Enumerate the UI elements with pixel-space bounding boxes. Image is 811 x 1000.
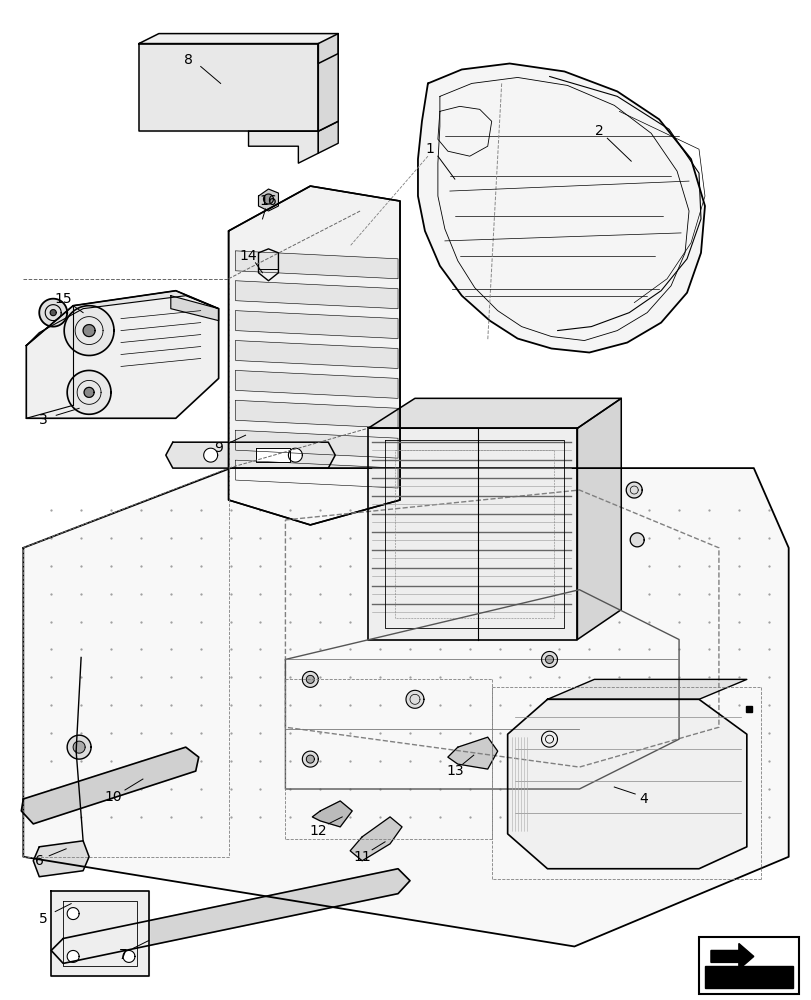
Polygon shape bbox=[704, 966, 792, 988]
Polygon shape bbox=[302, 671, 318, 687]
Polygon shape bbox=[33, 841, 89, 877]
Polygon shape bbox=[84, 387, 94, 397]
Text: 14: 14 bbox=[239, 249, 257, 263]
Text: 7: 7 bbox=[118, 948, 127, 962]
Polygon shape bbox=[288, 448, 302, 462]
Polygon shape bbox=[545, 655, 553, 663]
Text: 8: 8 bbox=[184, 53, 193, 67]
Polygon shape bbox=[625, 482, 642, 498]
Polygon shape bbox=[64, 306, 114, 355]
Polygon shape bbox=[235, 311, 397, 339]
Polygon shape bbox=[21, 747, 199, 824]
Polygon shape bbox=[258, 249, 278, 281]
Text: 1: 1 bbox=[425, 142, 434, 156]
Polygon shape bbox=[710, 943, 753, 969]
Text: 11: 11 bbox=[353, 850, 371, 864]
Text: 2: 2 bbox=[594, 124, 603, 138]
Polygon shape bbox=[235, 400, 397, 428]
Text: 3: 3 bbox=[39, 413, 48, 427]
Polygon shape bbox=[577, 398, 620, 640]
Polygon shape bbox=[629, 533, 643, 547]
Polygon shape bbox=[83, 325, 95, 337]
Polygon shape bbox=[67, 735, 91, 759]
Polygon shape bbox=[67, 908, 79, 920]
Polygon shape bbox=[302, 751, 318, 767]
Polygon shape bbox=[235, 281, 397, 309]
Polygon shape bbox=[67, 950, 79, 962]
Text: 12: 12 bbox=[309, 824, 327, 838]
Polygon shape bbox=[139, 34, 338, 63]
Polygon shape bbox=[26, 291, 218, 346]
Polygon shape bbox=[26, 291, 218, 418]
Polygon shape bbox=[24, 468, 787, 946]
Text: 6: 6 bbox=[35, 854, 44, 868]
Polygon shape bbox=[235, 370, 397, 398]
Polygon shape bbox=[318, 34, 338, 131]
Polygon shape bbox=[367, 398, 620, 428]
Polygon shape bbox=[50, 310, 56, 316]
Text: 9: 9 bbox=[214, 441, 223, 455]
Polygon shape bbox=[235, 460, 397, 488]
Polygon shape bbox=[165, 442, 335, 468]
Polygon shape bbox=[248, 131, 318, 163]
Polygon shape bbox=[39, 299, 67, 327]
Polygon shape bbox=[51, 891, 148, 976]
Polygon shape bbox=[255, 448, 290, 462]
Polygon shape bbox=[547, 679, 746, 699]
Polygon shape bbox=[507, 699, 746, 869]
Polygon shape bbox=[545, 735, 553, 743]
Polygon shape bbox=[258, 189, 278, 211]
Polygon shape bbox=[263, 194, 273, 204]
Text: 5: 5 bbox=[39, 912, 48, 926]
Polygon shape bbox=[541, 731, 557, 747]
Polygon shape bbox=[350, 817, 401, 861]
Text: 13: 13 bbox=[445, 764, 463, 778]
Polygon shape bbox=[318, 121, 338, 153]
Text: 10: 10 bbox=[104, 790, 122, 804]
Polygon shape bbox=[306, 675, 314, 683]
Polygon shape bbox=[51, 869, 410, 963]
Polygon shape bbox=[367, 428, 577, 640]
Polygon shape bbox=[139, 44, 318, 131]
Polygon shape bbox=[306, 755, 314, 763]
Polygon shape bbox=[67, 370, 111, 414]
Polygon shape bbox=[406, 690, 423, 708]
Polygon shape bbox=[229, 186, 400, 525]
Polygon shape bbox=[122, 950, 135, 962]
Polygon shape bbox=[235, 251, 397, 279]
Text: 4: 4 bbox=[639, 792, 648, 806]
Polygon shape bbox=[235, 430, 397, 458]
Polygon shape bbox=[235, 341, 397, 368]
Bar bbox=[698, 937, 798, 994]
Polygon shape bbox=[448, 737, 497, 769]
Text: 15: 15 bbox=[54, 292, 72, 306]
Polygon shape bbox=[73, 741, 85, 753]
Polygon shape bbox=[541, 651, 557, 667]
Text: 16: 16 bbox=[260, 194, 277, 208]
Polygon shape bbox=[204, 448, 217, 462]
Polygon shape bbox=[418, 63, 704, 353]
Polygon shape bbox=[170, 296, 218, 321]
Polygon shape bbox=[312, 801, 352, 827]
